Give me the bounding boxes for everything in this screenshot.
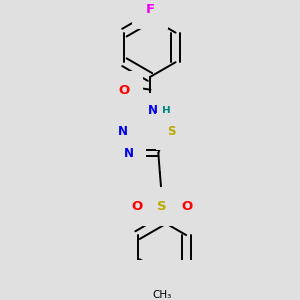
Text: N: N bbox=[118, 124, 128, 137]
Text: S: S bbox=[168, 125, 176, 138]
Text: CH₃: CH₃ bbox=[152, 290, 172, 300]
Text: H: H bbox=[162, 106, 171, 116]
Text: S: S bbox=[157, 200, 167, 213]
Text: N: N bbox=[124, 147, 134, 160]
Text: O: O bbox=[131, 200, 143, 213]
Text: O: O bbox=[181, 200, 192, 213]
Text: O: O bbox=[118, 84, 129, 97]
Text: N: N bbox=[148, 104, 158, 118]
Text: F: F bbox=[146, 3, 154, 16]
